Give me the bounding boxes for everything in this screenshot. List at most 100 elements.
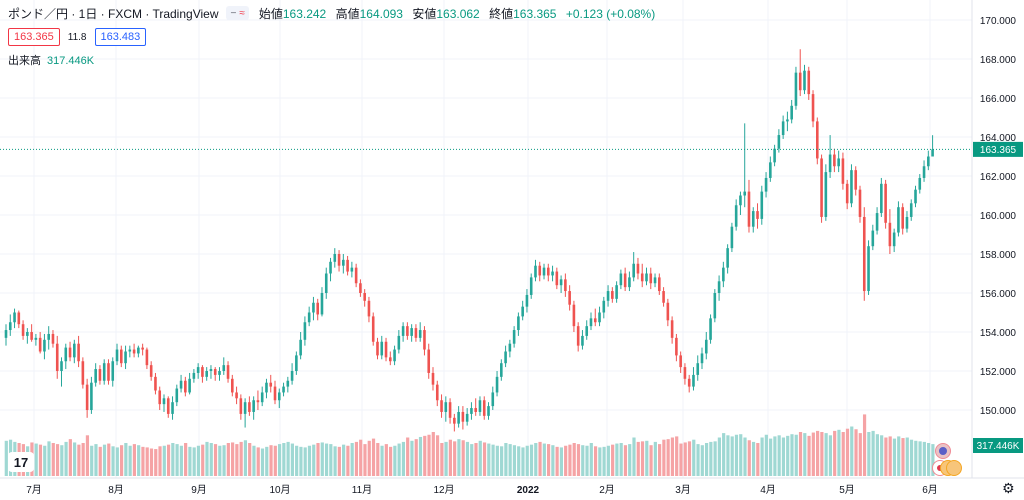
candle-body xyxy=(286,380,290,387)
candle-body xyxy=(542,267,546,276)
candle-body xyxy=(854,170,858,190)
tradingview-logo[interactable]: 17 xyxy=(8,452,34,472)
time-axis[interactable]: 7月 8月 9月 10月 11月 12月 2022 2月 3月 4月 5月 6月 xyxy=(26,484,938,496)
candle-body xyxy=(111,361,115,381)
volume-bar xyxy=(111,446,115,476)
settings-gear-icon[interactable]: ⚙ xyxy=(1002,480,1015,496)
symbol-title[interactable]: ポンド／円 · 1日 · FXCM · TradingView xyxy=(8,6,219,21)
candle-body xyxy=(828,154,832,173)
candle-body xyxy=(38,337,42,352)
candle-body xyxy=(410,328,413,336)
candle-body xyxy=(81,361,85,385)
candle-body xyxy=(265,382,268,393)
candle-body xyxy=(824,172,828,217)
y-tick-label: 158.000 xyxy=(980,250,1017,261)
volume-bar xyxy=(55,444,60,476)
volume-bar xyxy=(589,443,593,476)
volume-bar xyxy=(525,445,529,476)
volume-bar xyxy=(359,439,363,476)
candle-body xyxy=(354,267,358,284)
volume-bar xyxy=(196,445,201,476)
candle-body xyxy=(367,300,371,317)
candle-body xyxy=(303,322,307,340)
candle-body xyxy=(47,333,50,340)
volume-bar xyxy=(307,445,312,476)
x-tick-label: 9月 xyxy=(191,484,207,496)
volume-bar xyxy=(777,435,781,476)
candle-body xyxy=(564,279,567,292)
volume-bar xyxy=(696,444,700,476)
volume-bar xyxy=(845,428,850,476)
volume-bar xyxy=(81,443,85,476)
volume-bar xyxy=(645,440,649,476)
buy-button[interactable]: 163.483 xyxy=(94,28,147,46)
volume-bar xyxy=(222,445,226,476)
volume-bar xyxy=(559,447,563,476)
candle-body xyxy=(73,343,76,358)
candle-body xyxy=(700,353,704,364)
price-axis[interactable]: 150.000 152.000 154.000 156.000 158.000 160.0… xyxy=(980,16,1017,417)
candle-body xyxy=(500,363,503,377)
candle-body xyxy=(922,166,926,178)
candle-body xyxy=(51,333,55,344)
change-value: +0.123 (+0.08%) xyxy=(565,6,656,21)
volume-bar xyxy=(209,443,213,476)
volume-bar xyxy=(602,446,606,476)
y-tick-label: 154.000 xyxy=(980,328,1017,339)
candle-body xyxy=(862,216,866,292)
candle-body xyxy=(235,392,238,399)
candle-body xyxy=(128,349,132,352)
candle-body xyxy=(414,328,418,338)
candle-body xyxy=(901,207,904,229)
volume-bar xyxy=(521,447,525,476)
market-status-badge[interactable]: − ≈ xyxy=(226,6,249,20)
candle-body xyxy=(619,273,623,286)
candle-body xyxy=(243,402,247,414)
volume-bar xyxy=(666,439,670,476)
volume-bar xyxy=(888,436,892,476)
y-tick-label: 166.000 xyxy=(980,94,1017,105)
candle-body xyxy=(205,371,208,377)
volume-bar xyxy=(500,446,504,476)
candle-body xyxy=(649,273,653,284)
volume-bar xyxy=(576,444,581,476)
volume-bar xyxy=(119,445,124,476)
volume-legend[interactable]: 出来高 317.446K xyxy=(8,52,94,68)
candle-body xyxy=(290,371,294,381)
volume-bar xyxy=(841,432,845,476)
candle-body xyxy=(179,380,183,389)
x-tick-label: 7月 xyxy=(26,484,42,496)
volume-bar xyxy=(807,435,811,476)
candle-body xyxy=(401,326,405,336)
volume-bar xyxy=(606,445,610,476)
sell-button[interactable]: 163.365 xyxy=(8,28,60,46)
volume-bar xyxy=(909,439,914,476)
volume-bar xyxy=(875,434,879,476)
candle-body xyxy=(470,408,473,414)
volume-bar xyxy=(918,441,922,476)
candle-body xyxy=(551,271,554,276)
candle-body xyxy=(593,318,597,323)
volume-bar xyxy=(124,443,128,476)
candle-body xyxy=(606,291,610,301)
candle-body xyxy=(342,259,345,266)
volume-bar xyxy=(303,447,307,476)
candle-body xyxy=(141,347,144,350)
volume-bar xyxy=(572,443,576,476)
candle-body xyxy=(781,121,785,136)
event-flag-icon[interactable] xyxy=(935,443,951,459)
volume-bar xyxy=(892,438,897,476)
event-flag-icon[interactable] xyxy=(946,460,962,476)
candle-body xyxy=(145,349,149,366)
candle-body xyxy=(931,149,934,157)
volume-bar xyxy=(726,435,730,476)
volume-bar xyxy=(905,437,909,476)
volume-bar xyxy=(794,434,798,476)
candle-body xyxy=(68,347,72,358)
volume-bar xyxy=(568,444,572,476)
candle-body xyxy=(666,302,670,321)
candle-body xyxy=(726,248,729,268)
candle-body xyxy=(162,398,166,405)
candle-body xyxy=(640,273,644,282)
